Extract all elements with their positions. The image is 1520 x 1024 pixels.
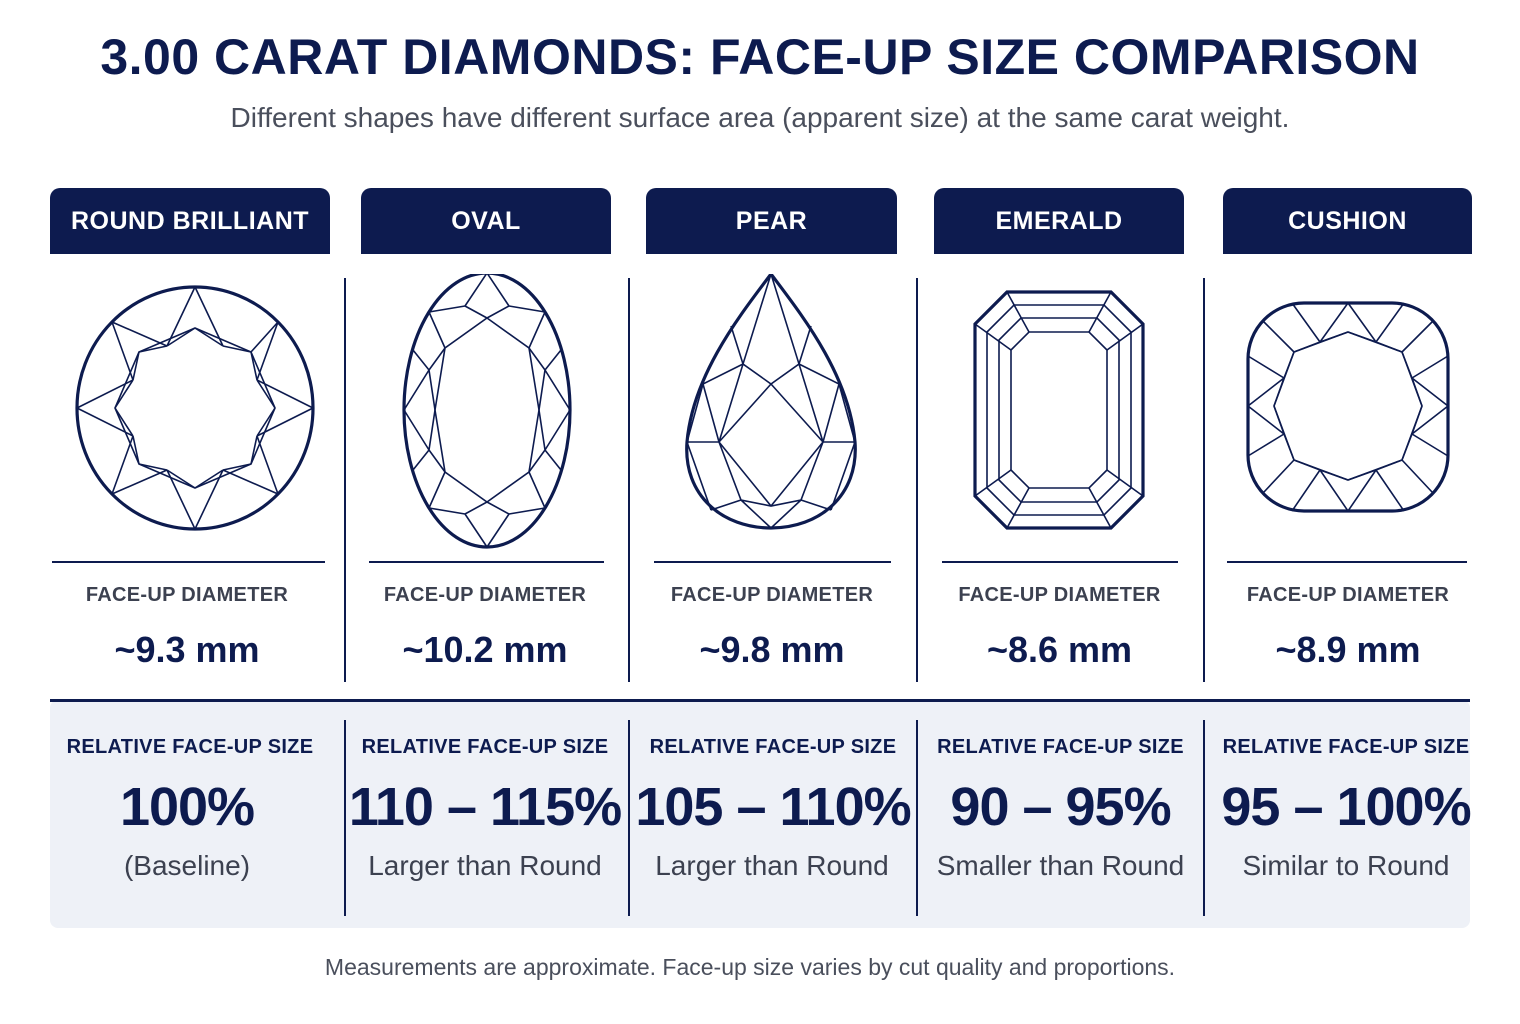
relative-size-label: RELATIVE FACE-UP SIZE bbox=[937, 736, 1184, 758]
column-divider bbox=[344, 720, 346, 916]
relative-size-note: Larger than Round bbox=[368, 850, 602, 881]
column-header: ROUND BRILLIANT bbox=[50, 188, 330, 254]
relative-size-note: Similar to Round bbox=[1242, 850, 1450, 881]
relative-size-label: RELATIVE FACE-UP SIZE bbox=[66, 736, 314, 758]
column-divider bbox=[916, 720, 918, 916]
face-up-diameter-label: FACE-UP DIAMETER bbox=[383, 584, 587, 606]
divider-line bbox=[654, 561, 891, 563]
emerald-icon bbox=[918, 274, 1203, 550]
relative-size-value: 100% bbox=[119, 777, 255, 837]
divider-line bbox=[1227, 561, 1467, 563]
relative-size-label: RELATIVE FACE-UP SIZE bbox=[361, 736, 609, 758]
page-subtitle: Different shapes have different surface … bbox=[230, 102, 1290, 133]
face-up-diameter-value: ~10.2 mm bbox=[402, 629, 568, 670]
relative-size-value: 95 – 100% bbox=[1221, 777, 1471, 837]
relative-size-value: 105 – 110% bbox=[635, 777, 911, 837]
page-title: 3.00 CARAT DIAMONDS: FACE-UP SIZE COMPAR… bbox=[100, 29, 1420, 85]
face-up-diameter-label: FACE-UP DIAMETER bbox=[1246, 584, 1450, 606]
shape-column-cushion: CUSHION FACE-UP DIAMETER ~8.9 mm RELATIV… bbox=[1205, 188, 1472, 928]
shape-column-emerald: EMERALD FACE-UP DIAMETER ~8.6 mm RELATIV… bbox=[918, 188, 1203, 928]
footnote: Measurements are approximate. Face-up si… bbox=[324, 954, 1176, 980]
column-divider bbox=[1203, 720, 1205, 916]
panel-divider bbox=[50, 699, 1470, 702]
divider-line bbox=[52, 561, 325, 563]
face-up-diameter-value: ~9.3 mm bbox=[114, 629, 260, 670]
relative-size-label: RELATIVE FACE-UP SIZE bbox=[1222, 736, 1470, 758]
shape-column-oval: OVAL FACE-UP DIAMETER ~10.2 mm RELATIVE … bbox=[346, 188, 628, 928]
face-up-diameter-label: FACE-UP DIAMETER bbox=[958, 584, 1161, 606]
divider-line bbox=[369, 561, 604, 563]
shape-column-pear: PEAR FACE-UP DIAMETER ~9.8 mm RELATIVE F… bbox=[630, 188, 916, 928]
column-header: EMERALD bbox=[934, 188, 1184, 254]
column-header: CUSHION bbox=[1223, 188, 1472, 254]
column-divider bbox=[916, 278, 918, 682]
face-up-diameter-value: ~8.9 mm bbox=[1275, 629, 1421, 670]
face-up-diameter-label: FACE-UP DIAMETER bbox=[85, 584, 289, 606]
face-up-diameter-value: ~9.8 mm bbox=[699, 629, 845, 670]
relative-size-label: RELATIVE FACE-UP SIZE bbox=[649, 736, 897, 758]
oval-icon bbox=[346, 271, 628, 550]
relative-size-panel bbox=[50, 700, 1470, 928]
relative-size-note: Larger than Round bbox=[655, 850, 889, 881]
face-up-diameter-label: FACE-UP DIAMETER bbox=[670, 584, 874, 606]
shape-column-round: ROUND BRILLIANT FACE-UP DIAMETER ~9.3 mm… bbox=[50, 188, 344, 928]
column-header: OVAL bbox=[361, 188, 611, 254]
relative-size-value: 110 – 115% bbox=[348, 777, 622, 837]
divider-line bbox=[942, 561, 1178, 563]
relative-size-note: (Baseline) bbox=[123, 850, 251, 881]
column-header: PEAR bbox=[646, 188, 897, 254]
cushion-icon bbox=[1205, 274, 1470, 550]
relative-size-value: 90 – 95% bbox=[950, 777, 1171, 837]
pear-icon bbox=[630, 271, 916, 550]
face-up-diameter-value: ~8.6 mm bbox=[986, 629, 1133, 670]
column-divider bbox=[1203, 278, 1205, 682]
column-divider bbox=[344, 278, 346, 682]
relative-size-note: Smaller than Round bbox=[936, 850, 1185, 881]
round-brilliant-icon bbox=[60, 274, 330, 550]
column-divider bbox=[628, 278, 630, 682]
column-divider bbox=[628, 720, 630, 916]
